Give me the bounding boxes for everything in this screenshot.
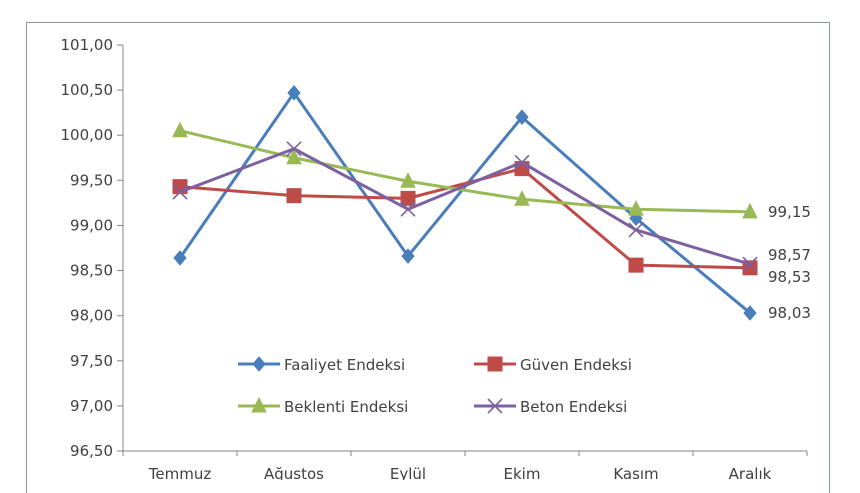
end-value-label: 99,15	[768, 203, 811, 221]
end-value-label: 98,57	[768, 246, 811, 264]
x-marker-icon	[400, 201, 416, 217]
x-category-label: Aralık	[729, 465, 772, 480]
series-faaliyet-endeksi	[173, 85, 757, 321]
diamond-marker-icon	[515, 109, 529, 125]
chart-frame	[26, 22, 830, 493]
legend-item: Beton Endeksi	[474, 398, 627, 416]
legend-label: Beklenti Endeksi	[284, 398, 408, 416]
triangle-marker-icon	[172, 121, 188, 138]
y-tick-label: 99,50	[70, 171, 113, 189]
x-marker-icon	[172, 184, 188, 200]
diamond-marker-icon	[743, 305, 757, 321]
triangle-marker-icon	[514, 190, 530, 206]
y-tick-label: 99,00	[70, 216, 113, 234]
series-güven-endeksi	[172, 161, 758, 276]
axes: 101,00 100,50 100,00 99,50 99,00 98,50 98,00 97…	[61, 36, 808, 480]
end-value-label: 98,03	[768, 304, 811, 322]
triangle-marker-icon	[742, 202, 758, 219]
legend-label: Faaliyet Endeksi	[284, 356, 405, 374]
diamond-marker-icon	[287, 85, 301, 101]
diamond-marker-icon	[252, 356, 266, 372]
x-marker-icon	[487, 398, 503, 414]
x-category-label: Eylül	[390, 465, 426, 480]
legend-label: Beton Endeksi	[520, 398, 627, 416]
x-category-label: Ağustos	[264, 465, 324, 480]
square-marker-icon	[400, 190, 416, 206]
x-category-label: Ekim	[504, 465, 541, 480]
y-tick-label: 97,00	[70, 397, 113, 415]
square-marker-icon	[487, 356, 503, 372]
diamond-marker-icon	[401, 248, 415, 264]
legend-label: Güven Endeksi	[520, 356, 632, 374]
y-tick-label: 100,00	[61, 126, 114, 144]
x-marker-icon	[742, 256, 758, 272]
square-marker-icon	[628, 257, 644, 273]
y-tick-label: 98,00	[70, 307, 113, 325]
legend: Faaliyet Endeksi Güven Endeksi Beklenti En…	[238, 356, 632, 416]
triangle-marker-icon	[400, 172, 416, 188]
series-group	[172, 85, 758, 321]
x-category-label: Temmuz	[148, 465, 212, 480]
legend-item: Beklenti Endeksi	[238, 396, 408, 416]
series-beklenti-endeksi	[172, 121, 758, 219]
triangle-marker-icon	[286, 148, 302, 165]
y-tick-label: 100,50	[61, 81, 114, 99]
x-marker-icon	[628, 222, 644, 238]
y-tick-label: 101,00	[61, 36, 114, 54]
legend-item: Güven Endeksi	[474, 356, 632, 374]
triangle-marker-icon	[251, 396, 267, 413]
series-beton-endeksi	[172, 141, 758, 272]
y-tick-label: 98,50	[70, 262, 113, 280]
triangle-marker-icon	[628, 200, 644, 216]
end-value-label: 98,53	[768, 268, 811, 286]
y-tick-label: 97,50	[70, 352, 113, 370]
legend-item: Faaliyet Endeksi	[238, 356, 405, 374]
end-labels: 99,15 98,57 98,53 98,03	[768, 203, 811, 322]
x-marker-icon	[514, 154, 530, 170]
y-tick-label: 96,50	[70, 442, 113, 460]
diamond-marker-icon	[173, 250, 187, 266]
x-category-label: Kasım	[613, 465, 658, 480]
line-chart: 101,00 100,50 100,00 99,50 99,00 98,50 98,00 97…	[61, 36, 811, 480]
square-marker-icon	[286, 188, 302, 204]
x-marker-icon	[286, 141, 302, 157]
